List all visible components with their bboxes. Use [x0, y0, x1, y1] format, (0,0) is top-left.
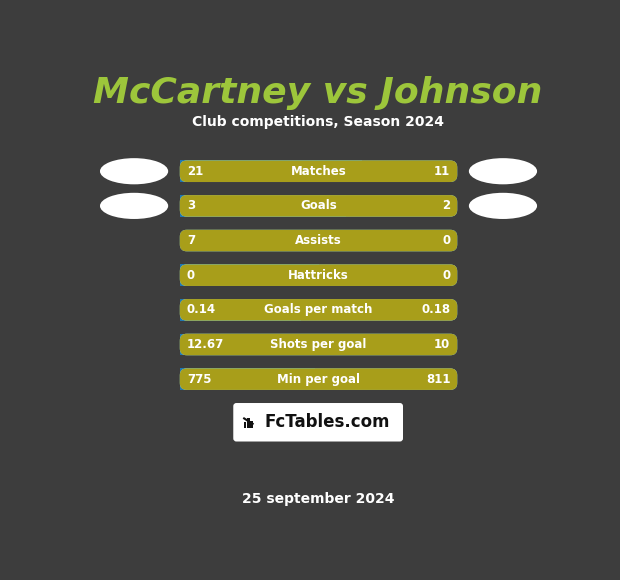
Ellipse shape [100, 193, 168, 219]
Text: Hattricks: Hattricks [288, 269, 349, 282]
Ellipse shape [100, 158, 168, 184]
Bar [180, 264, 319, 286]
Bar [247, 418, 249, 429]
Text: Goals per match: Goals per match [264, 303, 373, 316]
Text: 7: 7 [187, 234, 195, 247]
FancyBboxPatch shape [180, 161, 458, 182]
Text: Assists: Assists [295, 234, 342, 247]
FancyBboxPatch shape [180, 334, 458, 356]
FancyBboxPatch shape [180, 334, 458, 356]
Text: 0: 0 [187, 269, 195, 282]
FancyBboxPatch shape [180, 195, 458, 217]
Text: McCartney vs Johnson: McCartney vs Johnson [93, 77, 542, 110]
Text: 21: 21 [187, 165, 203, 177]
Text: 775: 775 [187, 372, 211, 386]
Bar [244, 422, 246, 429]
Text: 0: 0 [442, 269, 450, 282]
FancyBboxPatch shape [233, 403, 403, 441]
FancyBboxPatch shape [180, 264, 458, 286]
FancyBboxPatch shape [180, 161, 458, 182]
Text: Matches: Matches [291, 165, 347, 177]
Text: 25 september 2024: 25 september 2024 [242, 492, 394, 506]
Text: FcTables.com: FcTables.com [265, 414, 390, 432]
Ellipse shape [469, 158, 537, 184]
Text: 11: 11 [434, 165, 450, 177]
Text: 3: 3 [187, 200, 195, 212]
Bar [180, 368, 316, 390]
FancyBboxPatch shape [180, 299, 458, 321]
Text: 10: 10 [434, 338, 450, 351]
Bar [180, 334, 335, 356]
Bar [180, 299, 301, 321]
Text: 0: 0 [442, 234, 450, 247]
Text: 0.18: 0.18 [421, 303, 450, 316]
FancyBboxPatch shape [180, 230, 458, 251]
Bar [180, 161, 362, 182]
FancyBboxPatch shape [180, 299, 458, 321]
Text: 12.67: 12.67 [187, 338, 224, 351]
FancyBboxPatch shape [180, 195, 458, 217]
Ellipse shape [469, 193, 537, 219]
Text: Min per goal: Min per goal [277, 372, 360, 386]
FancyBboxPatch shape [180, 230, 458, 251]
Text: Club competitions, Season 2024: Club competitions, Season 2024 [192, 115, 444, 129]
Bar [250, 420, 253, 429]
FancyBboxPatch shape [180, 368, 458, 390]
Text: 811: 811 [426, 372, 450, 386]
FancyBboxPatch shape [180, 264, 458, 286]
Text: Goals: Goals [300, 200, 337, 212]
Bar [180, 195, 346, 217]
Text: Shots per goal: Shots per goal [270, 338, 366, 351]
Text: 2: 2 [442, 200, 450, 212]
FancyBboxPatch shape [180, 368, 458, 390]
Text: 0.14: 0.14 [187, 303, 216, 316]
